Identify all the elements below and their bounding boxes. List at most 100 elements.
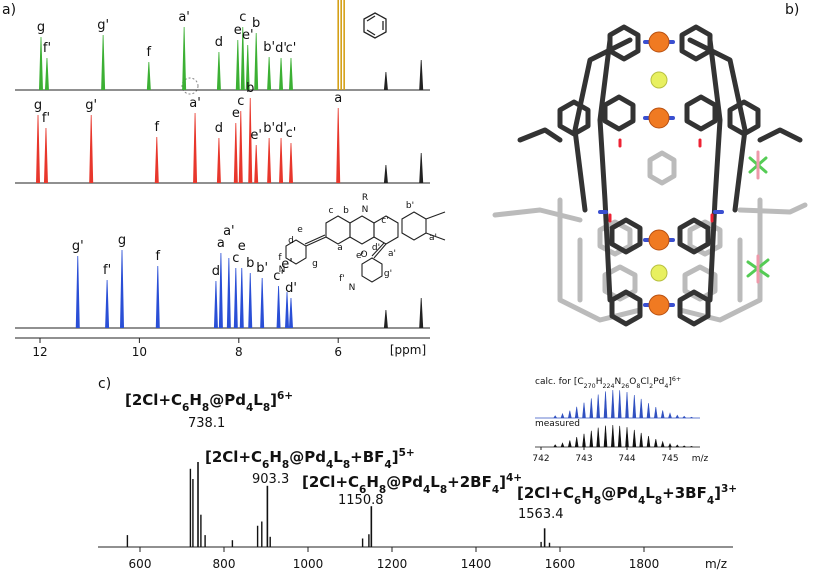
- nmr-peak: [235, 39, 240, 91]
- structure-label: g: [312, 259, 318, 269]
- cage-rendering: [492, 24, 808, 327]
- nmr-peak: [254, 32, 259, 91]
- ion-label-part: 8: [202, 402, 209, 414]
- solvent-peak: [383, 309, 388, 329]
- solvent-peak: [383, 164, 388, 184]
- structure-label: N: [349, 283, 356, 293]
- ion-label-part: 6: [182, 402, 189, 414]
- ion-label-part: [2Cl+C: [302, 473, 359, 491]
- nmr-peak: [36, 114, 41, 184]
- isotope-peak: [646, 435, 651, 448]
- peak-label: c: [239, 10, 246, 25]
- nmr-peak: [260, 277, 265, 329]
- nmr-peak: [182, 26, 187, 91]
- isotope-peak: [654, 439, 658, 448]
- calc-label-part: 2: [649, 383, 653, 390]
- isotope-peak: [668, 412, 672, 419]
- ion-label-part: 8: [655, 495, 662, 507]
- nmr-peak: [245, 44, 250, 91]
- calc-label-part: 4: [664, 383, 668, 390]
- x-tick-label: 600: [129, 557, 152, 571]
- structure-label: R: [362, 193, 368, 203]
- calc-label-part: N: [615, 377, 622, 387]
- ion-label-part: 4: [492, 484, 499, 496]
- nmr-peak: [154, 136, 159, 184]
- ion-label-part: @Pd: [601, 484, 638, 502]
- nmr-peak: [248, 97, 253, 184]
- calc-label-part: 270: [584, 383, 596, 390]
- isotope-peak: [689, 416, 694, 419]
- peak-label: b: [246, 81, 254, 96]
- nmr-peak: [213, 280, 218, 329]
- peak-label: a: [334, 91, 342, 106]
- ion-label-part: 4: [638, 495, 645, 507]
- isotope-peak: [689, 446, 694, 448]
- x-tick-label: 744: [618, 454, 635, 464]
- benzene-icon: [363, 12, 387, 39]
- nmr-peak: [43, 127, 48, 184]
- nmr-peak: [279, 57, 284, 91]
- peak-label: d': [285, 281, 297, 296]
- peak-mz-label: 903.3: [252, 472, 289, 487]
- nmr-peak: [279, 137, 284, 184]
- isotope-peak: [639, 398, 643, 419]
- ion-label-part: 5+: [399, 447, 415, 459]
- peak-label: d: [215, 121, 223, 136]
- x-tick-label: 8: [235, 345, 243, 359]
- ion-label-part: 6: [574, 495, 581, 507]
- ion-label-part: L: [333, 448, 343, 466]
- solvent-peak: [419, 152, 424, 184]
- isotope-peak: [568, 440, 572, 448]
- peak-label: g': [72, 239, 84, 254]
- peak-label: d': [275, 121, 287, 136]
- nmr-peak: [155, 265, 160, 329]
- peak-label: d: [212, 264, 220, 279]
- peak-label: a': [178, 10, 190, 25]
- peak-label: b: [246, 256, 254, 271]
- peak-label: b': [263, 40, 275, 55]
- peak-label: g': [85, 98, 97, 113]
- ion-label: [2Cl+C6H8@Pd4L8+BF4]5+: [205, 447, 415, 471]
- calc-label-part: 26: [621, 383, 629, 390]
- ion-label-part: 8: [282, 459, 289, 471]
- x-axis-unit: [ppm]: [390, 343, 426, 357]
- isotope-peak: [582, 402, 586, 419]
- peak-label: f': [103, 263, 111, 278]
- panel-label: b): [785, 2, 799, 18]
- x-axis-unit: m/z: [692, 454, 709, 464]
- nmr-peak: [44, 57, 49, 91]
- isotope-peak: [560, 442, 565, 448]
- ion-label-part: 8: [594, 495, 601, 507]
- peak-label: d': [275, 41, 287, 56]
- isotope-peak: [589, 430, 594, 448]
- peak-mz-label: 1563.4: [518, 507, 564, 522]
- structure-label: b': [406, 201, 414, 211]
- nmr-peak: [336, 107, 341, 184]
- nmr-peak: [216, 51, 221, 91]
- peak-label: a: [217, 236, 225, 251]
- ion-label-part: 4: [326, 459, 333, 471]
- ion-label: [2Cl+C6H8@Pd4L8+3BF4]3+: [517, 483, 737, 507]
- structure-label: a': [388, 249, 396, 259]
- isotope-peak: [675, 414, 680, 419]
- calc-label-part: Cl: [640, 377, 649, 387]
- x-tick-label: 743: [575, 454, 592, 464]
- ion-label-part: 6+: [277, 390, 293, 402]
- isotope-peak: [574, 437, 579, 448]
- isotope-peak: [574, 406, 579, 419]
- peak-label: c': [286, 41, 297, 56]
- nmr-peak: [226, 257, 231, 329]
- peak-mz-label: 738.1: [188, 416, 225, 431]
- isotope-peak: [596, 427, 600, 448]
- structure-label: f: [278, 253, 282, 263]
- ion-label-part: +2BF: [447, 473, 492, 491]
- isotope-peak: [603, 391, 608, 419]
- calc-label-part: ]: [668, 377, 672, 387]
- ion-label-part: 8: [379, 484, 386, 496]
- x-tick-label: 1000: [293, 557, 324, 571]
- nmr-peak: [218, 252, 223, 329]
- ion-label-part: 6: [262, 459, 269, 471]
- nmr-peak: [216, 137, 221, 184]
